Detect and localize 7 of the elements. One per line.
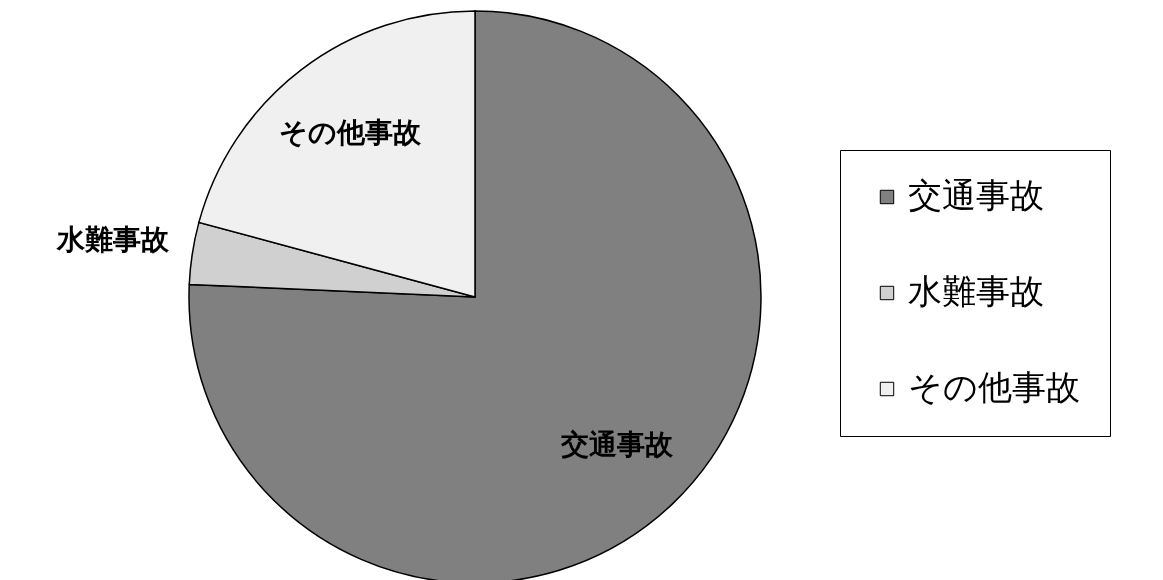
legend-label: 水難事故 <box>908 271 1044 311</box>
slice-label: その他事故 <box>278 115 422 149</box>
pie-slice <box>188 10 762 580</box>
slice-label: 交通事故 <box>560 427 675 461</box>
legend-label: その他事故 <box>908 367 1080 407</box>
slice-label: 水難事故 <box>56 222 171 256</box>
legend-label: 交通事故 <box>908 175 1044 215</box>
